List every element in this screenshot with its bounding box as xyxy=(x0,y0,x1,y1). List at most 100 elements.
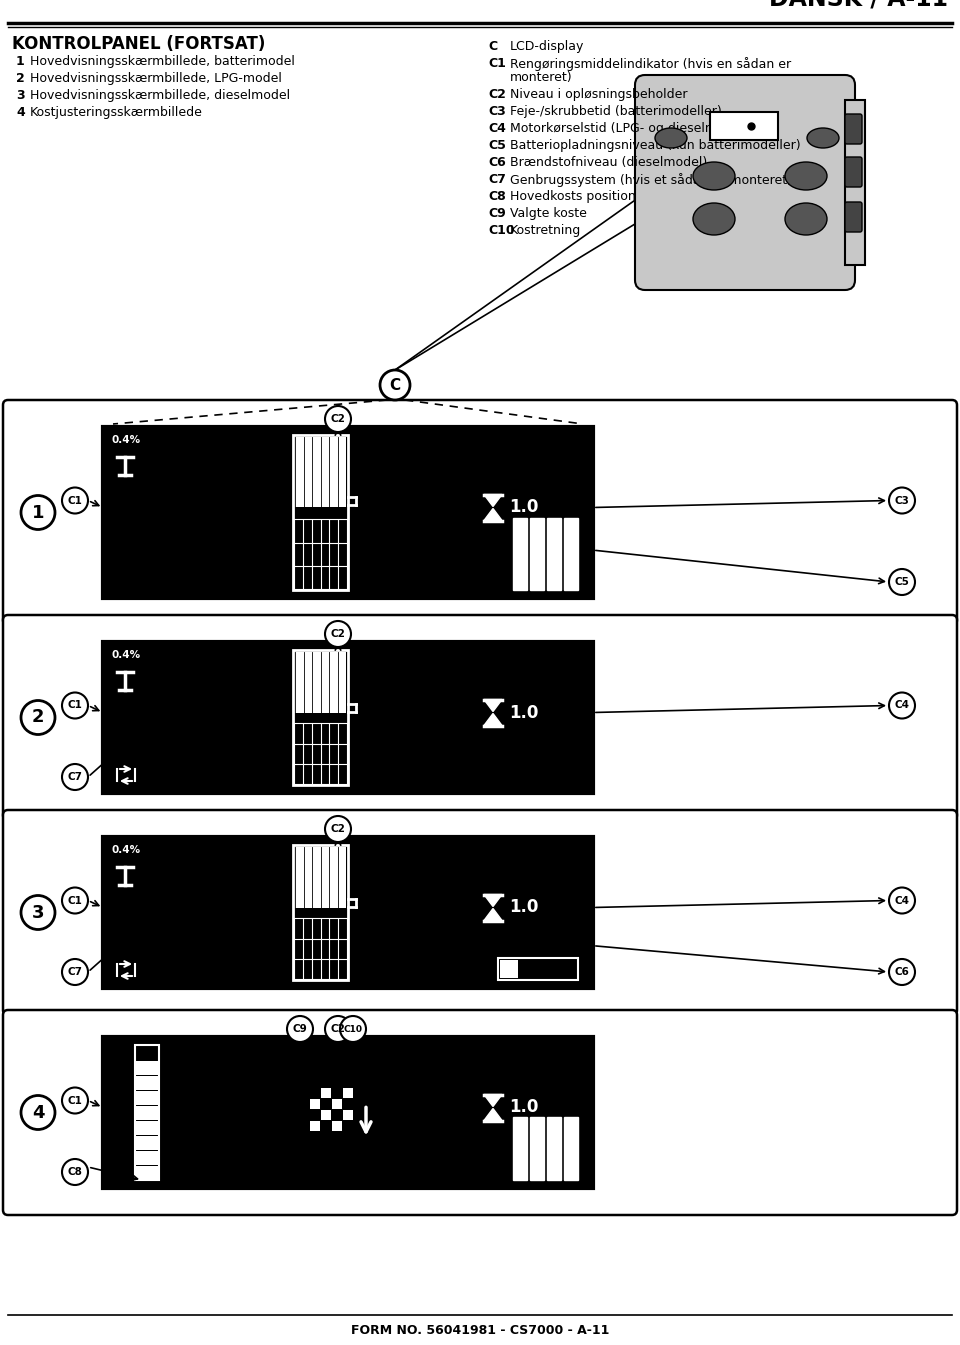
Circle shape xyxy=(62,487,88,514)
Text: 3: 3 xyxy=(32,904,44,921)
Circle shape xyxy=(62,693,88,718)
Bar xyxy=(293,650,348,785)
Text: C6: C6 xyxy=(895,967,909,976)
Bar xyxy=(135,1150,159,1165)
Ellipse shape xyxy=(693,161,735,190)
Text: C7: C7 xyxy=(67,772,83,781)
Bar xyxy=(530,1116,544,1180)
Text: FORM NO. 56041981 - CS7000 - A-11: FORM NO. 56041981 - CS7000 - A-11 xyxy=(350,1323,610,1337)
Text: Kostjusteringsskærmbillede: Kostjusteringsskærmbillede xyxy=(30,106,203,118)
Text: Hovedvisningsskærmbillede, batterimodel: Hovedvisningsskærmbillede, batterimodel xyxy=(30,55,295,69)
Text: 0.4%: 0.4% xyxy=(111,434,140,445)
FancyBboxPatch shape xyxy=(3,399,957,625)
Ellipse shape xyxy=(693,203,735,235)
Bar xyxy=(295,437,346,507)
Circle shape xyxy=(889,693,915,718)
Ellipse shape xyxy=(785,203,827,235)
Circle shape xyxy=(325,816,351,842)
FancyBboxPatch shape xyxy=(845,202,862,231)
Text: 0.4%: 0.4% xyxy=(111,845,140,855)
Bar xyxy=(103,426,593,599)
Text: 1.0: 1.0 xyxy=(509,1099,539,1116)
Bar xyxy=(321,1110,331,1119)
Bar xyxy=(321,1088,331,1098)
Text: C7: C7 xyxy=(67,967,83,976)
Polygon shape xyxy=(484,508,502,521)
Text: monteret): monteret) xyxy=(510,71,572,83)
Bar xyxy=(332,1099,342,1108)
Circle shape xyxy=(889,569,915,594)
FancyBboxPatch shape xyxy=(3,810,957,1015)
Polygon shape xyxy=(484,699,502,712)
Ellipse shape xyxy=(655,128,687,148)
Ellipse shape xyxy=(807,128,839,148)
Bar xyxy=(135,1135,159,1150)
Polygon shape xyxy=(484,713,502,725)
Bar xyxy=(295,847,346,908)
Circle shape xyxy=(889,888,915,913)
Circle shape xyxy=(21,896,55,929)
Circle shape xyxy=(287,1015,313,1042)
Text: C8: C8 xyxy=(488,190,506,203)
Circle shape xyxy=(62,764,88,790)
Text: C2: C2 xyxy=(330,629,346,639)
Bar xyxy=(547,1116,561,1180)
Text: LCD-display: LCD-display xyxy=(510,40,585,52)
Text: C3: C3 xyxy=(488,105,506,118)
Polygon shape xyxy=(484,908,502,920)
Bar xyxy=(293,434,348,590)
Bar xyxy=(564,1116,578,1180)
FancyBboxPatch shape xyxy=(635,75,855,291)
Circle shape xyxy=(325,621,351,647)
Text: C1: C1 xyxy=(67,896,83,905)
Text: Rengøringsmiddelindikator (hvis en sådan er: Rengøringsmiddelindikator (hvis en sådan… xyxy=(510,56,791,71)
Polygon shape xyxy=(484,1108,502,1120)
Bar xyxy=(135,1106,159,1120)
Text: 3: 3 xyxy=(16,89,25,102)
Text: C: C xyxy=(488,40,497,52)
Text: Valgte koste: Valgte koste xyxy=(510,207,587,221)
Text: C2: C2 xyxy=(330,1024,346,1034)
Bar xyxy=(135,1045,159,1060)
Text: C4: C4 xyxy=(488,122,506,134)
Text: C9: C9 xyxy=(488,207,506,221)
Bar xyxy=(845,100,865,265)
Text: DANSK / A-11: DANSK / A-11 xyxy=(769,0,948,9)
Bar xyxy=(135,1060,159,1075)
Text: C3: C3 xyxy=(895,495,909,506)
Circle shape xyxy=(62,888,88,913)
Text: 2: 2 xyxy=(16,73,25,85)
Text: C6: C6 xyxy=(488,156,506,169)
Text: C7: C7 xyxy=(488,174,506,186)
Text: 4: 4 xyxy=(16,106,25,118)
Text: 4: 4 xyxy=(32,1103,44,1122)
Text: Kostretning: Kostretning xyxy=(510,225,581,237)
Text: Hovedvisningsskærmbillede, LPG-model: Hovedvisningsskærmbillede, LPG-model xyxy=(30,73,282,85)
Bar xyxy=(498,958,578,981)
Bar xyxy=(547,518,561,590)
Text: Batteriopladningsniveau (kun batterimodeller): Batteriopladningsniveau (kun batterimode… xyxy=(510,139,801,152)
Polygon shape xyxy=(484,894,502,907)
Text: C5: C5 xyxy=(488,139,506,152)
Text: C1: C1 xyxy=(67,495,83,506)
Text: Hovedkosts position: Hovedkosts position xyxy=(510,190,636,203)
Polygon shape xyxy=(484,495,502,507)
Text: Brændstofniveau (dieselmodel): Brændstofniveau (dieselmodel) xyxy=(510,156,708,169)
Bar xyxy=(500,960,517,978)
Text: 1.0: 1.0 xyxy=(509,499,539,516)
Circle shape xyxy=(325,1015,351,1042)
Circle shape xyxy=(21,1095,55,1130)
Bar xyxy=(310,1120,320,1131)
Bar xyxy=(332,1120,342,1131)
Text: Motorkørselstid (LPG- og dieselmodeller): Motorkørselstid (LPG- og dieselmodeller) xyxy=(510,122,765,134)
Text: KONTROLPANEL (FORTSAT): KONTROLPANEL (FORTSAT) xyxy=(12,35,265,52)
Bar xyxy=(513,518,527,590)
Text: C8: C8 xyxy=(67,1167,83,1177)
Bar xyxy=(135,1045,159,1180)
Circle shape xyxy=(340,1015,366,1042)
Bar xyxy=(564,518,578,590)
Bar xyxy=(293,845,348,981)
Text: 0.4%: 0.4% xyxy=(111,650,140,660)
FancyBboxPatch shape xyxy=(3,1010,957,1215)
Text: C2: C2 xyxy=(330,824,346,834)
